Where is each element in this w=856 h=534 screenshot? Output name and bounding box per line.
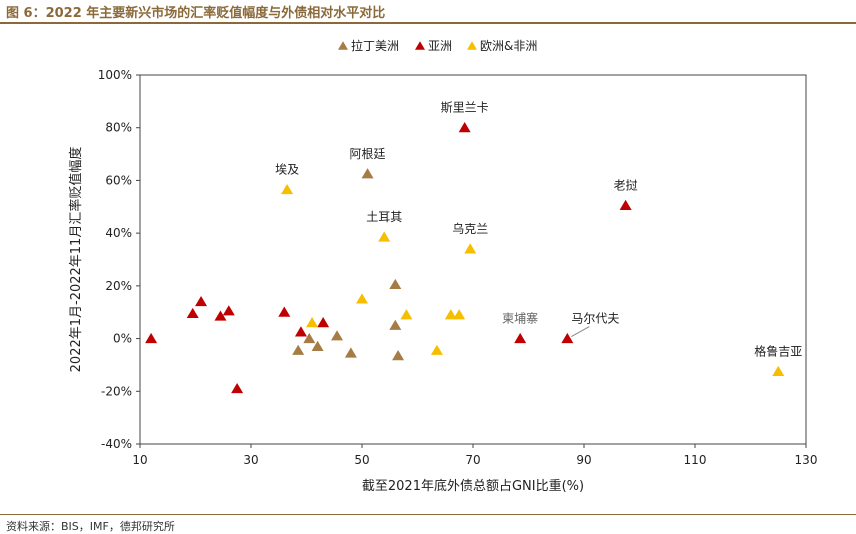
- data-point-euafrica: [453, 309, 466, 320]
- source-note: 资料来源：BIS，IMF，德邦研究所: [6, 520, 175, 533]
- annotation-label: 乌克兰: [452, 221, 488, 236]
- data-point-latam: [303, 332, 316, 344]
- annotation-label: 老挝: [614, 178, 638, 192]
- x-tick-label: 90: [576, 453, 591, 467]
- data-point-asia: [514, 332, 527, 344]
- y-tick-label: 0%: [113, 332, 132, 346]
- x-tick-label: 30: [243, 453, 258, 467]
- y-tick-label: 40%: [105, 226, 132, 240]
- data-point-euafrica: [772, 365, 785, 377]
- legend-marker: [338, 41, 348, 50]
- x-tick-label: 50: [354, 453, 369, 467]
- series-euafrica: [281, 183, 785, 377]
- y-tick-label: -40%: [101, 437, 132, 451]
- x-axis-label: 截至2021年底外债总额占GNI比重(%): [362, 478, 584, 494]
- data-point-latam: [292, 344, 305, 355]
- y-axis-label: 2022年1月-2022年11月汇率贬值幅度: [68, 147, 84, 373]
- series-asia: [145, 122, 632, 394]
- annotation-label: 埃及: [275, 163, 299, 177]
- y-tick-label: 80%: [105, 121, 132, 135]
- data-point-asia: [619, 199, 632, 210]
- legend-label: 拉丁美洲: [351, 38, 399, 53]
- data-point-asia: [186, 307, 199, 319]
- data-point-latam: [311, 340, 324, 351]
- legend-label: 欧洲&非洲: [480, 39, 537, 53]
- data-point-latam: [392, 350, 405, 361]
- annotation-label: 斯里兰卡: [441, 101, 489, 115]
- scatter-chart: 10 30 50 70 90 110 130 -40% -20% 0% 20% 40% 60% 80% 10…: [68, 38, 818, 494]
- data-point-latam: [361, 168, 374, 179]
- data-point-euafrica: [464, 243, 477, 254]
- data-point-asia: [222, 305, 235, 316]
- annotation-label: 阿根廷: [350, 147, 386, 161]
- data-point-euafrica: [400, 309, 413, 320]
- data-point-latam: [344, 347, 357, 358]
- legend-label: 亚洲: [428, 39, 452, 53]
- data-point-asia: [195, 295, 208, 307]
- annotation-label: 土耳其: [366, 210, 402, 224]
- y-tick-label: 60%: [105, 173, 132, 187]
- y-tick-label: -20%: [101, 384, 132, 398]
- data-point-euafrica: [281, 183, 294, 195]
- data-point-asia: [278, 306, 291, 317]
- data-point-latam: [331, 330, 344, 341]
- bottom-rule: [0, 514, 856, 515]
- data-point-asia: [317, 317, 330, 328]
- annotation-label: 格鲁吉亚: [754, 344, 802, 359]
- x-tick-label: 70: [465, 453, 480, 467]
- series-latam: [292, 168, 405, 361]
- data-point-asia: [214, 310, 227, 321]
- data-point-euafrica: [378, 231, 391, 242]
- data-point-euafrica: [306, 317, 319, 328]
- legend-item-latam: 拉丁美洲: [338, 38, 399, 53]
- data-point-latam: [389, 278, 402, 290]
- x-tick-label: 10: [132, 453, 147, 467]
- y-tick-label: 20%: [105, 279, 132, 293]
- y-tick-label: 100%: [98, 68, 132, 82]
- annotation-leader: [571, 326, 590, 338]
- data-point-asia: [294, 326, 307, 337]
- title-rule: [0, 22, 856, 24]
- legend-item-euafrica: 欧洲&非洲: [467, 39, 537, 53]
- legend-marker: [467, 41, 477, 50]
- figure-title: 图 6：2022 年主要新兴市场的汇率贬值幅度与外债相对水平对比: [6, 6, 386, 21]
- legend-item-asia: 亚洲: [415, 39, 452, 53]
- data-point-asia: [231, 382, 244, 394]
- data-point-euafrica: [356, 293, 368, 304]
- annotation-label: 柬埔寨: [502, 311, 538, 326]
- data-point-euafrica: [430, 344, 443, 355]
- data-point-asia: [458, 122, 471, 133]
- data-point-latam: [389, 319, 402, 330]
- data-point-asia: [561, 332, 574, 344]
- x-tick-label: 110: [684, 453, 707, 467]
- annotation-label: 马尔代夫: [571, 311, 619, 326]
- data-point-euafrica: [444, 309, 457, 320]
- data-point-asia: [145, 332, 158, 344]
- x-tick-label: 130: [795, 453, 818, 467]
- legend-marker: [415, 41, 425, 50]
